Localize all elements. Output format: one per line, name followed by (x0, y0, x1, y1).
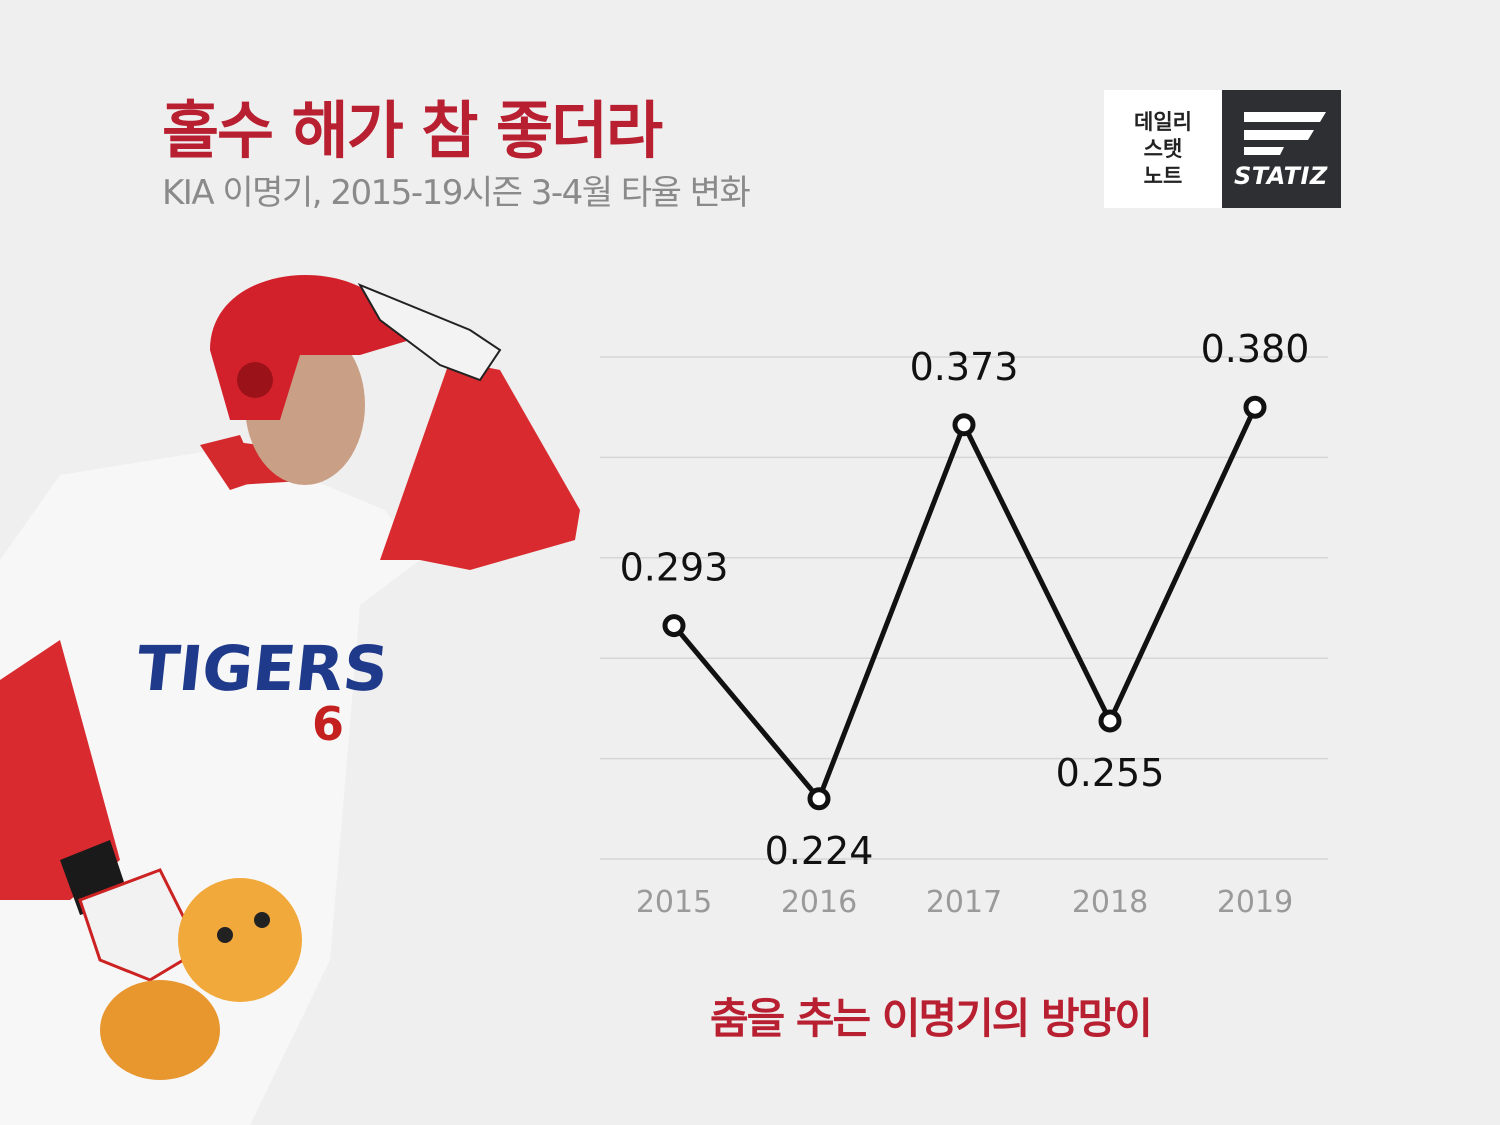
x-tick-label: 2018 (1072, 885, 1148, 920)
svg-text:6: 6 (312, 697, 344, 751)
caption-part-2: 이명기의 방망이 (881, 994, 1153, 1043)
x-tick-label: 2016 (781, 885, 857, 920)
data-label: 0.293 (620, 546, 729, 590)
logo-text-block: 데일리 스탯 노트 (1104, 90, 1222, 208)
series-line (672, 406, 1258, 804)
data-point (662, 614, 686, 638)
logo-line-2: 스탯 (1143, 136, 1183, 161)
statiz-logo: STATIZ (1222, 90, 1341, 208)
chart-caption: 춤을 추는 이명기의 방망이 (710, 985, 1153, 1046)
player-photo: TIGERS 6 (0, 274, 580, 1125)
statiz-mark-icon (1244, 112, 1326, 155)
logo-line-3: 노트 (1143, 163, 1183, 188)
x-tick-label: 2017 (926, 885, 1002, 920)
x-tick-label: 2015 (636, 885, 712, 920)
x-tick-label: 2019 (1217, 885, 1293, 920)
data-label: 0.380 (1201, 327, 1310, 371)
data-point (952, 413, 976, 437)
daily-stat-note-logo: 데일리 스탯 노트 STATIZ (1104, 90, 1341, 208)
data-label: 0.255 (1056, 751, 1165, 795)
data-point (1243, 395, 1267, 419)
data-point (807, 787, 831, 811)
statiz-brand: STATIZ (1234, 162, 1328, 190)
data-label: 0.224 (765, 829, 874, 873)
logo-line-1: 데일리 (1134, 109, 1192, 134)
svg-text:TIGERS: TIGERS (133, 632, 392, 705)
data-label: 0.373 (910, 345, 1019, 389)
data-point (1098, 709, 1122, 733)
caption-part-1: 춤을 추는 (710, 994, 871, 1043)
page-subtitle: KIA 이명기, 2015-19시즌 3-4월 타율 변화 (162, 173, 751, 213)
page-title: 홀수 해가 참 좋더라 (162, 94, 663, 167)
